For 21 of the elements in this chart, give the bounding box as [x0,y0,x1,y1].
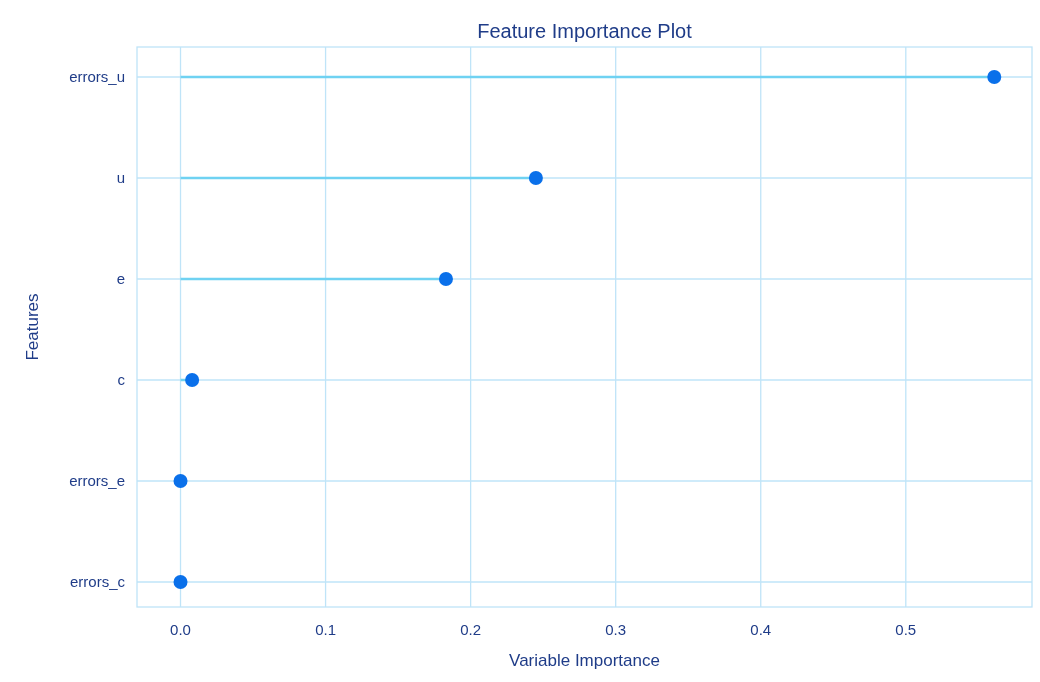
point [987,70,1002,84]
point [173,575,188,589]
point [528,171,543,185]
y-tick-label: errors_e [69,472,125,489]
chart-title: Feature Importance Plot [477,20,693,42]
x-tick-label: 0.0 [170,621,191,638]
point [438,272,453,286]
x-axis-title: Variable Importance [509,651,660,670]
y-tick-label: e [116,270,125,287]
y-axis-title: Features [23,293,42,361]
point [185,373,200,387]
x-tick-label: 0.3 [605,621,627,638]
y-tick-label: c [117,371,126,388]
x-tick-label: 0.4 [750,621,772,638]
y-tick-label: errors_u [69,68,125,85]
x-tick-label: 0.1 [315,621,336,638]
point [173,474,188,488]
x-tick-label: 0.2 [460,621,482,638]
y-tick-label: u [116,169,125,186]
x-tick-label: 0.5 [895,621,917,638]
y-tick-label: errors_c [69,573,126,590]
